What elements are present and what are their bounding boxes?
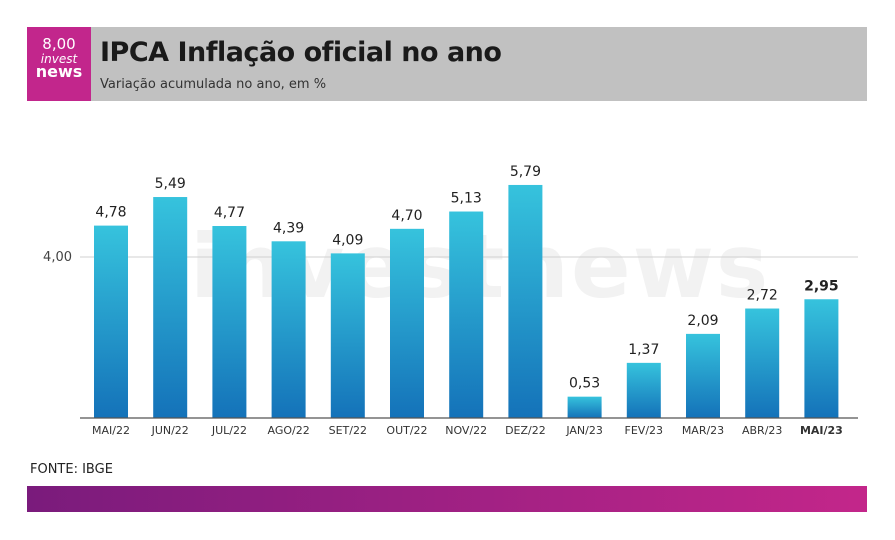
x-tick-label: NOV/22 <box>445 424 487 437</box>
logo-news-text: news <box>35 62 83 81</box>
bar-fev-23 <box>626 362 661 418</box>
x-tick-label: MAI/22 <box>92 424 130 437</box>
chart-header: 8,00 invest news IPCA Inflação oficial n… <box>27 27 867 101</box>
x-tick-label: OUT/22 <box>386 424 427 437</box>
x-tick-label: SET/22 <box>329 424 367 437</box>
source-note: FONTE: IBGE <box>30 462 113 477</box>
data-label: 5,13 <box>451 191 482 207</box>
bar-set-22 <box>330 253 365 418</box>
x-tick-label: AGO/22 <box>267 424 309 437</box>
x-tick-label: DEZ/22 <box>505 424 546 437</box>
data-label: 2,95 <box>804 278 839 294</box>
x-tick-label: JUN/22 <box>151 424 189 437</box>
logo-value: 8,00 <box>42 35 76 53</box>
bar-mai-23 <box>804 299 839 418</box>
x-tick-label: JUL/22 <box>211 424 247 437</box>
bar-ago-22 <box>271 241 306 418</box>
bar-jul-22 <box>212 226 247 418</box>
logo-invest-text: invest <box>40 52 78 66</box>
data-label: 4,77 <box>214 205 245 221</box>
data-label: 4,70 <box>391 208 422 224</box>
investnews-logo: 8,00 invest news <box>27 27 91 101</box>
x-tick-label: FEV/23 <box>625 424 664 437</box>
data-label: 2,09 <box>687 313 718 329</box>
bar-out-22 <box>390 228 424 418</box>
x-tick-label: ABR/23 <box>742 424 782 437</box>
bar-jun-22 <box>153 197 188 418</box>
data-label: 2,72 <box>747 288 778 304</box>
x-tick-label: MAR/23 <box>682 424 724 437</box>
footer-bar <box>27 486 867 512</box>
data-label: 4,09 <box>332 232 363 248</box>
bar-jan-23 <box>567 396 602 418</box>
x-tick-label: MAI/23 <box>800 424 843 437</box>
bar-abr-23 <box>745 308 780 418</box>
data-label: 1,37 <box>628 342 659 358</box>
bar-chart: 4,78 5,49 4,77 4,39 4,09 4,70 5,13 5,79 0,53 1,37… <box>43 164 858 437</box>
x-tick-label: JAN/23 <box>565 424 603 437</box>
bar-dez-22 <box>508 184 543 418</box>
bar-nov-22 <box>449 211 484 418</box>
data-label: 5,79 <box>510 164 541 180</box>
chart-subtitle: Variação acumulada no ano, em % <box>100 77 327 92</box>
bar-mai-22 <box>94 225 128 418</box>
data-label: 4,78 <box>95 205 126 221</box>
chart-title: IPCA Inflação oficial no ano <box>100 37 502 68</box>
data-label: 0,53 <box>569 376 600 392</box>
data-label: 4,39 <box>273 220 304 236</box>
y-tick-label: 4,00 <box>43 250 72 265</box>
bar-mar-23 <box>686 333 720 418</box>
data-label: 5,49 <box>155 176 186 192</box>
